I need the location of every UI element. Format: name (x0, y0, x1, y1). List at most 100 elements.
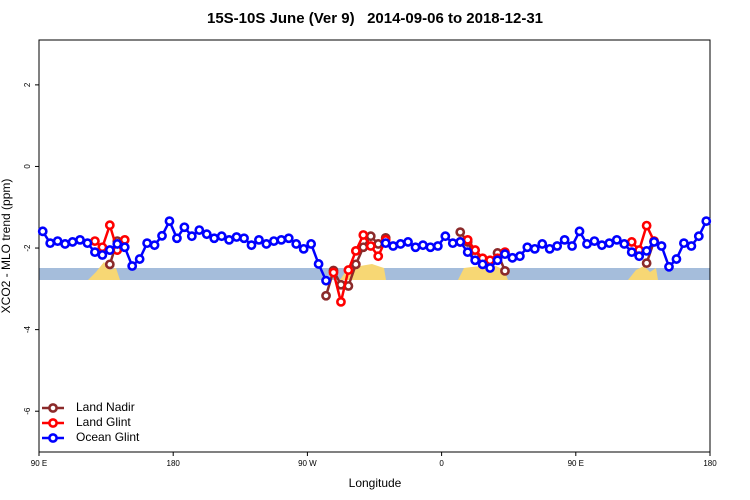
data-point (104, 245, 115, 255)
data-point (127, 261, 138, 271)
data-point (224, 234, 235, 245)
data-point (455, 237, 466, 247)
data-point (701, 216, 712, 227)
data-point (634, 251, 645, 262)
data-point (321, 290, 331, 301)
y-tick-label: -6 (23, 407, 32, 415)
data-point (641, 258, 652, 269)
x-tick-label: 180 (167, 459, 181, 468)
data-point (194, 225, 205, 235)
data-point (671, 254, 682, 264)
land-area (458, 266, 508, 280)
legend-label: Ocean Glint (76, 430, 140, 444)
data-point (544, 243, 555, 254)
data-point (596, 240, 607, 251)
data-point (268, 236, 279, 247)
y-axis-label: XCO2 - MLO trend (ppm) (0, 179, 13, 314)
data-point (112, 239, 123, 249)
data-point (641, 245, 652, 256)
y-tick-label: 2 (23, 82, 32, 87)
data-point (343, 265, 354, 275)
data-point (514, 251, 525, 262)
data-point (209, 233, 220, 244)
data-point (582, 239, 592, 249)
chart-title: 15S-10S June (Ver 9) 2014-09-06 to 2018-… (207, 10, 543, 27)
data-point (686, 241, 697, 251)
data-point (529, 243, 540, 254)
data-point (619, 239, 630, 249)
data-point (611, 234, 622, 245)
data-point (60, 239, 70, 249)
data-point (90, 247, 100, 258)
data-point (67, 237, 78, 247)
data-point (336, 296, 346, 307)
data-point (313, 259, 324, 269)
data-point (149, 240, 160, 251)
data-point (291, 239, 302, 249)
data-point (462, 247, 473, 258)
data-point (45, 238, 56, 249)
x-tick-label: 0 (439, 459, 444, 468)
legend-label: Land Glint (76, 415, 131, 429)
data-point (626, 237, 637, 247)
data-point (559, 234, 570, 245)
data-point (425, 242, 436, 253)
data-point (626, 247, 637, 258)
y-tick-label: -4 (23, 326, 32, 334)
data-point (75, 234, 85, 245)
data-point (470, 245, 481, 255)
data-point (395, 239, 406, 249)
data-point (485, 263, 495, 273)
x-tick-label: 90 E (568, 459, 584, 468)
data-point (664, 261, 674, 272)
legend-marker (48, 403, 58, 413)
x-tick-label: 180 (703, 459, 717, 468)
data-point (358, 230, 369, 240)
data-point (447, 238, 458, 249)
data-point (649, 237, 659, 247)
data-point (201, 229, 212, 240)
data-point (321, 275, 331, 286)
data-point (410, 242, 421, 253)
data-point (507, 252, 518, 263)
data-point (500, 265, 510, 276)
data-point (328, 267, 339, 278)
data-point (350, 245, 361, 256)
data-point (186, 231, 197, 242)
data-point (97, 250, 108, 260)
data-point (231, 232, 242, 242)
x-tick-label: 90 E (31, 459, 47, 468)
data-point (380, 238, 391, 249)
data-point (52, 236, 63, 247)
data-point (164, 216, 175, 227)
data-point (403, 237, 413, 247)
data-point (179, 222, 190, 233)
data-point (500, 249, 510, 260)
land-area (628, 266, 658, 280)
data-point (365, 231, 376, 242)
y-tick-label: 0 (23, 164, 32, 169)
data-point (432, 241, 443, 251)
data-point (37, 226, 48, 237)
data-point (283, 233, 294, 244)
data-point (104, 259, 115, 270)
data-point (276, 234, 287, 245)
data-point (90, 236, 100, 247)
data-point (365, 241, 376, 251)
data-point (477, 259, 488, 270)
data-point (254, 234, 264, 245)
data-point (239, 233, 249, 244)
data-point (589, 236, 600, 247)
data-point (261, 239, 272, 249)
data-point (492, 255, 503, 266)
data-point (373, 251, 384, 262)
data-point (552, 241, 563, 251)
data-point (216, 231, 227, 242)
data-point (388, 241, 399, 251)
data-point (693, 231, 704, 242)
data-point (462, 234, 473, 245)
data-point (246, 240, 257, 251)
data-point (537, 239, 548, 249)
data-point (440, 231, 451, 242)
